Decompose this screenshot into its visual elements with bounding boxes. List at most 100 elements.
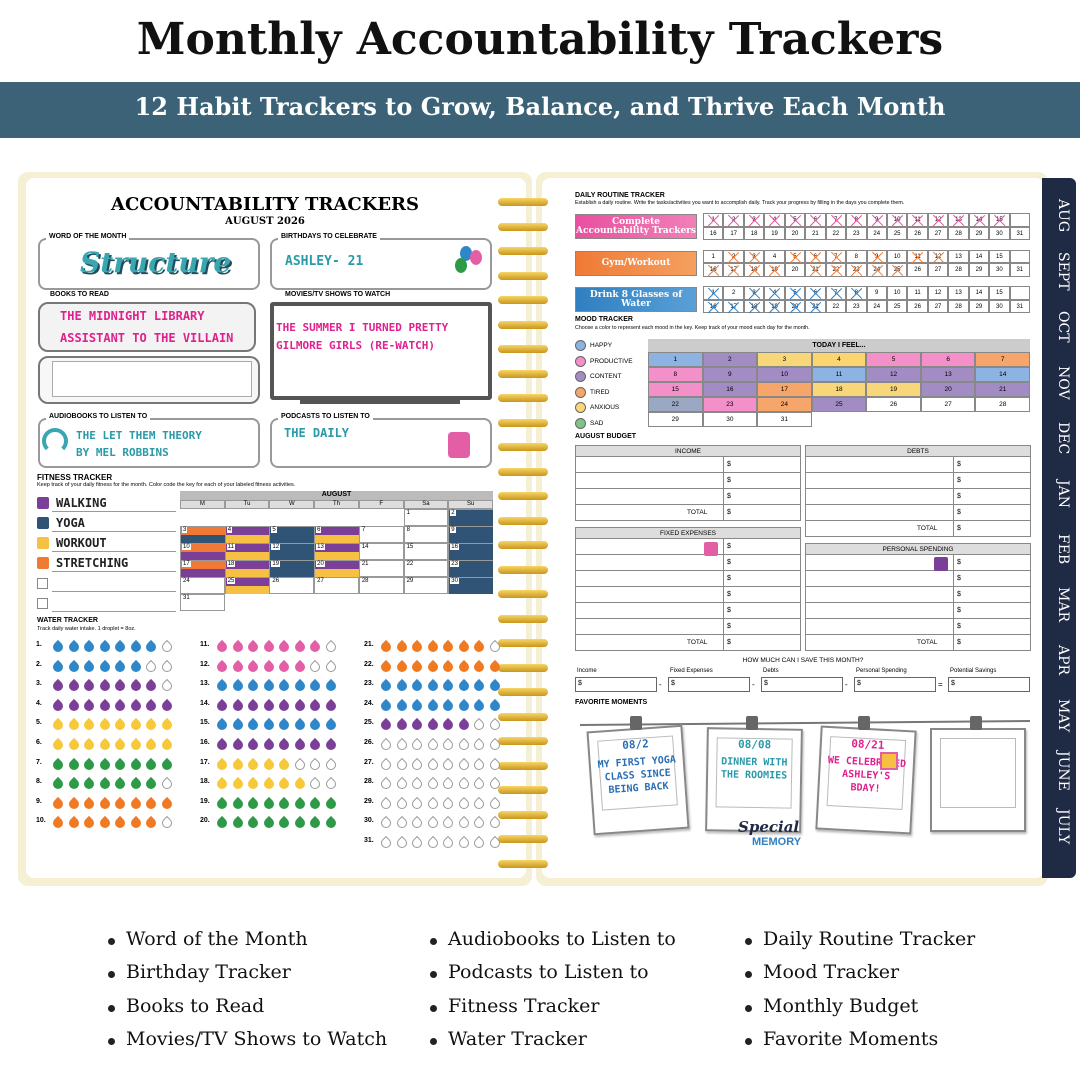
spiral-ring [498,369,548,378]
budget-divider [953,555,954,571]
feature: Water Tracker [448,1027,587,1050]
mood-day: 6 [920,352,976,367]
day-number: 7 [360,527,367,533]
calendar-day: 21 [358,560,404,577]
savings-label: Income [577,668,597,674]
routine-day: 3 [743,249,765,264]
calendar-day: 29 [403,577,449,594]
month-tab: OCT [1055,311,1071,343]
card-text: DINNER WITH THE ROOMIES [720,756,788,782]
calendar-day: 19 [269,560,315,577]
water-day-label: 10. [36,817,46,825]
word-box [38,238,260,290]
routine-day: 25 [886,226,908,240]
spiral-ring [498,467,548,476]
routine-day: 21 [805,263,826,277]
routine-day: 28 [948,263,969,277]
currency: $ [727,493,731,500]
budget-row [575,619,801,635]
savings-label: Debts [763,668,779,674]
activity-fill [225,544,270,552]
routine-day: 29 [968,226,990,240]
day-number: 4 [226,527,233,533]
routine-day: 8 [846,213,867,227]
calendar-month: AUGUST [180,491,493,500]
currency: $ [957,461,961,468]
routine-day: 19 [764,299,785,314]
spiral-ring [498,663,548,672]
activity-fill [225,527,270,535]
month-tab: SEPT [1055,252,1071,291]
feature: Word of the Month [126,928,308,950]
moment-card: 08/21 WE CELEBRATED ASHLEY'S BDAY! [815,725,917,835]
spiral-ring [498,443,548,451]
total-label: TOTAL [917,525,938,532]
mood-name: HAPPY [590,342,613,349]
savings-label: Potential Savings [950,668,997,674]
mood-icon [575,340,586,351]
month-tab: DEC [1055,421,1071,455]
currency: $ [727,607,731,614]
budget-header: DEBTS [805,445,1031,457]
spiral-ring [498,565,548,574]
routine-day: 31 [1009,299,1030,313]
routine-day: 28 [948,226,969,240]
budget-header: INCOME [575,445,801,457]
fitness-title: FITNESS TRACKER [37,473,113,482]
budget-row [575,571,801,587]
mood-name: SAD [590,419,604,427]
spiral-ring [498,541,548,549]
routine-day: 17 [723,263,744,277]
sticker-script: Special [738,818,800,836]
feature: Daily Routine Tracker [763,928,976,950]
word-value: Structure [80,246,232,279]
routine-day: 23 [846,226,867,240]
month-tab: MAY [1055,698,1071,733]
day-number: 26 [271,578,281,584]
moment-card: 08/2 MY FIRST YOGA CLASS SINCE BEING BACK [586,724,690,836]
savings-operator: = [938,680,943,689]
mood-day: 24 [757,397,812,412]
routine-day: 10 [886,286,908,300]
book [38,302,256,352]
routine-day: 14 [968,249,990,263]
currency: $ [957,509,961,516]
clip [970,716,982,730]
routine-day: 7 [825,286,847,300]
routine-blank [1009,249,1030,263]
water-day-label: 16. [200,739,210,746]
routine-day: 2 [723,249,744,264]
calendar-day: 15 [403,543,449,560]
activity-name: STRETCHING [56,556,129,570]
routine-day: 29 [968,299,990,313]
day-number: 9 [450,527,456,533]
routine-day: 13 [948,249,969,263]
routine-day: 12 [927,286,949,300]
feature: Movies/TV Shows to Watch [126,1027,388,1050]
budget-divider [723,635,724,651]
spiral-ring [498,271,548,280]
water-day-label: 3. [36,680,42,688]
budget-row [575,505,801,521]
activity-fill [225,561,270,569]
birthdays-box [270,238,492,290]
mood-day: 21 [975,382,1030,397]
routine-day: 18 [743,226,765,240]
bullet [108,938,115,945]
day-number: 15 [405,544,415,550]
podcast-item: THE DAILY [284,426,350,440]
calendar-day: 27 [314,577,359,594]
activity-fill [270,527,315,543]
sticker-text: MEMORY [752,836,802,848]
day-number: 20 [316,561,325,567]
calendar-day: 13 [314,543,359,560]
routine-day: 18 [743,299,765,314]
subtitle: 12 Habit Trackers to Grow, Balance, and … [134,92,946,121]
routine-day: 4 [764,213,785,227]
bullet [745,938,752,945]
mood-day: 27 [920,397,976,412]
book-page [52,361,252,397]
budget-row [805,571,1031,587]
spiral-ring [498,222,548,231]
routine-instructions: Establish a daily routine. Write the tas… [575,200,905,206]
